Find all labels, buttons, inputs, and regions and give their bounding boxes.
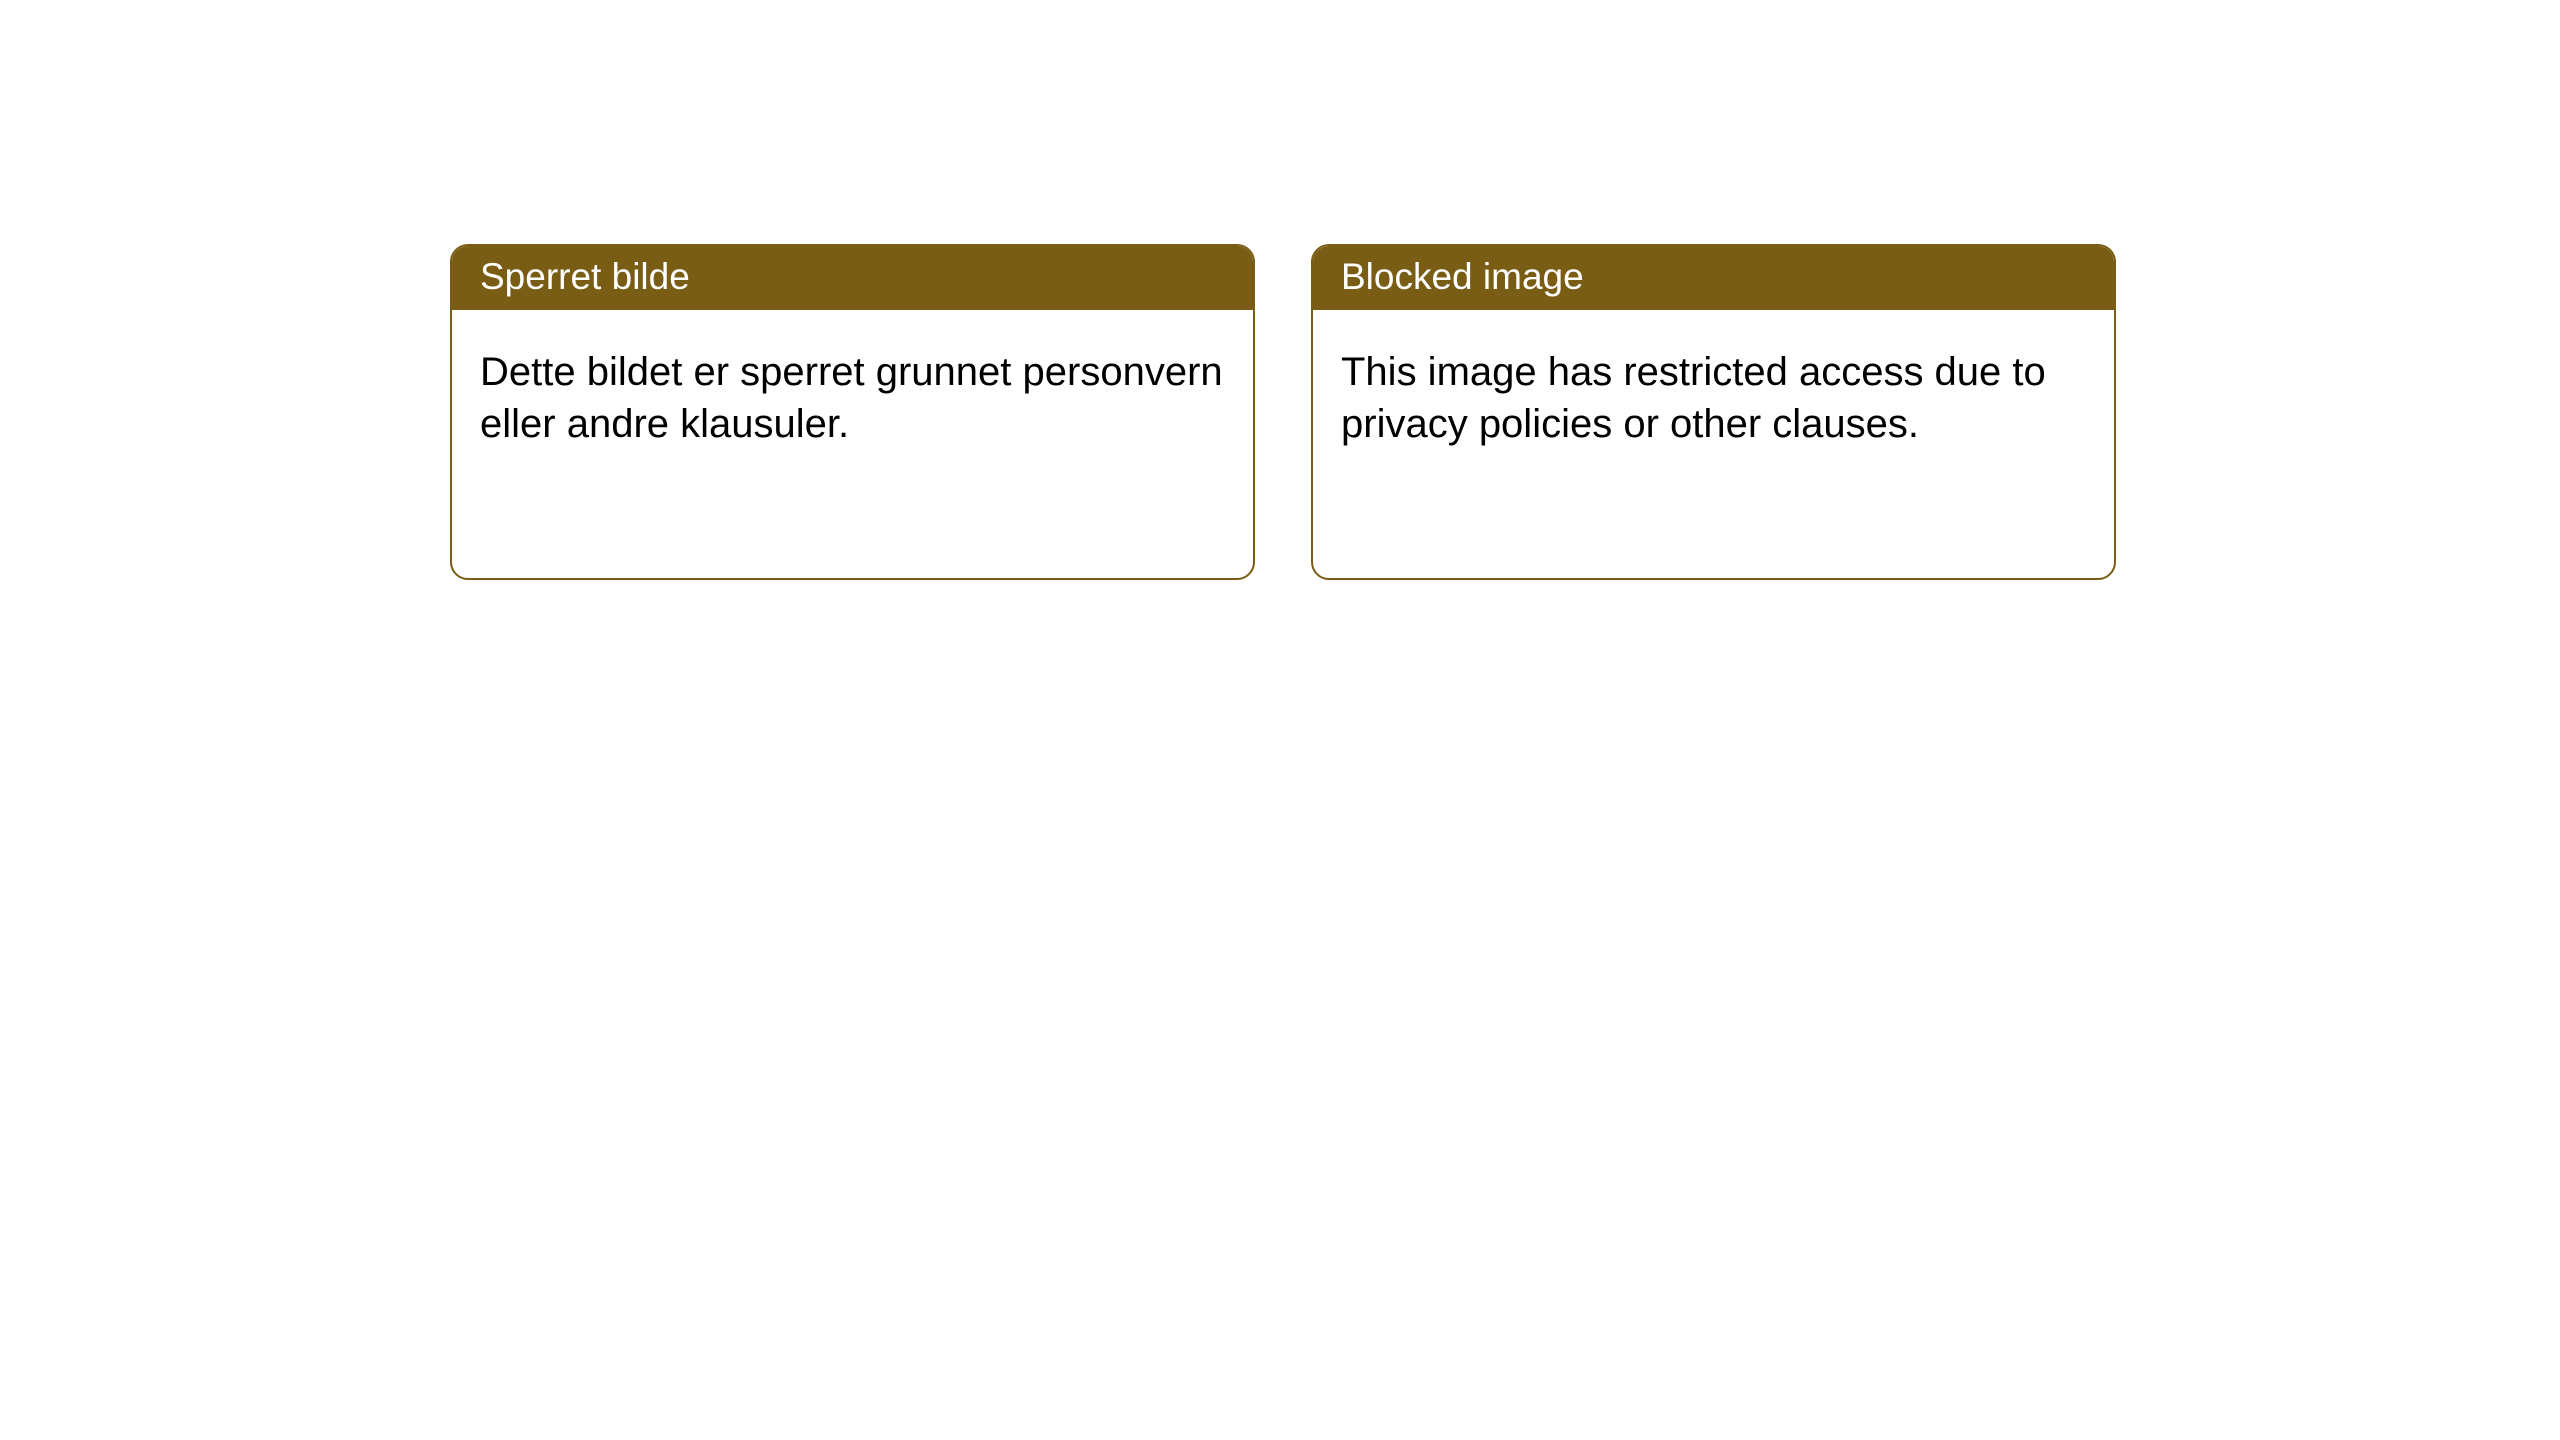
notice-card-english: Blocked image This image has restricted … <box>1311 244 2116 580</box>
notice-title-english: Blocked image <box>1313 246 2114 310</box>
notice-container: Sperret bilde Dette bildet er sperret gr… <box>450 244 2116 580</box>
notice-body-english: This image has restricted access due to … <box>1313 310 2114 486</box>
notice-title-norwegian: Sperret bilde <box>452 246 1253 310</box>
notice-card-norwegian: Sperret bilde Dette bildet er sperret gr… <box>450 244 1255 580</box>
notice-body-norwegian: Dette bildet er sperret grunnet personve… <box>452 310 1253 486</box>
